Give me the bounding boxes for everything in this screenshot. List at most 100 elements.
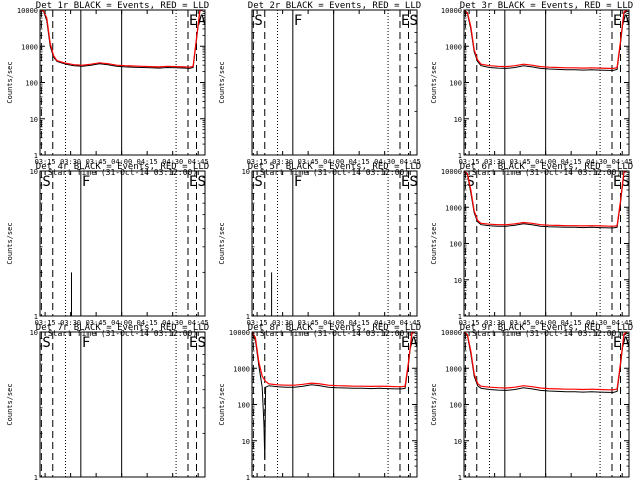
panel-det-3: Det 3r BLACK = Events, RED = LLD Counts/s… (430, 1, 633, 177)
plot-frame (251, 9, 418, 156)
marker-label-s: S (254, 174, 262, 190)
x-tick-label: 04:45 (612, 319, 633, 327)
y-axis-label: Counts/sec (218, 222, 226, 264)
x-tick-label: 03:45 (298, 158, 319, 166)
events-series-line (463, 170, 628, 229)
marker-label-e: E (613, 13, 621, 29)
lld-series-line (463, 9, 628, 70)
lld-series-line (251, 331, 416, 388)
panel-title: Det 1r BLACK = Events, RED = LLD (36, 1, 209, 11)
y-tick-label: 1000 (233, 365, 250, 373)
y-tick-label: 1 (246, 313, 250, 321)
y-axis-label: Counts/sec (6, 61, 14, 103)
y-axis-label: Counts/sec (430, 383, 438, 425)
x-tick-label: 04:00 (323, 319, 344, 327)
marker-label-s: S (197, 174, 205, 190)
x-tick-label: 03:45 (86, 319, 107, 327)
y-axis-label: Counts/sec (430, 61, 438, 103)
y-tick-label: 10 (242, 168, 250, 176)
x-tick-label: 04:00 (323, 158, 344, 166)
y-tick-label: 100 (237, 402, 250, 410)
x-tick-label: 04:15 (137, 158, 158, 166)
panel-title: Det 2r BLACK = Events, RED = LLD (248, 1, 421, 11)
panel-det-7: Det 7r BLACK = Events, RED = LLD Counts/s… (6, 323, 209, 480)
x-tick-label: 03:45 (86, 158, 107, 166)
marker-label-e: E (189, 174, 197, 190)
x-axis-label: Start Time (31-Oct-14 03:12:00) (260, 329, 409, 338)
y-tick-label: 1 (458, 152, 462, 160)
plot-frame (39, 170, 206, 317)
marker-label-s: S (254, 13, 262, 29)
x-tick-label: 03:45 (510, 319, 531, 327)
y-axis-label: Counts/sec (430, 222, 438, 264)
y-tick-label: 1 (34, 152, 38, 160)
x-tick-label: 03:15 (35, 319, 56, 327)
marker-label-f: F (82, 335, 90, 351)
y-tick-label: 10000 (229, 329, 250, 337)
panel-title: Det 5r BLACK = Events, RED = LLD (248, 162, 421, 172)
y-tick-label: 100 (449, 241, 462, 249)
marker-label-a: A (621, 335, 630, 351)
y-tick-label: 100 (25, 80, 38, 88)
y-axis-label: Counts/sec (6, 383, 14, 425)
x-axis-label: Start Time (31-Oct-14 03:12:00) (48, 329, 197, 338)
plot-frame (251, 170, 418, 317)
marker-label-e: E (613, 174, 621, 190)
x-axis-label: Start Time (31-Oct-14 03:12:00) (260, 168, 409, 177)
x-tick-label: 04:00 (111, 158, 132, 166)
plot-frame (251, 331, 418, 478)
panel-title: Det 9r BLACK = Events, RED = LLD (460, 323, 633, 333)
y-axis-label: Counts/sec (218, 61, 226, 103)
x-tick-label: 03:15 (247, 158, 268, 166)
y-axis-label: Counts/sec (6, 222, 14, 264)
x-tick-label: 04:15 (137, 319, 158, 327)
y-tick-label: 10000 (17, 7, 38, 15)
marker-label-f: F (82, 174, 90, 190)
x-tick-label: 04:30 (586, 158, 607, 166)
plot-frame (463, 9, 630, 156)
panel-title: Det 4r BLACK = Events, RED = LLD (36, 162, 209, 172)
x-tick-label: 04:30 (374, 319, 395, 327)
y-tick-label: 1 (34, 474, 38, 480)
panel-det-4: Det 4r BLACK = Events, RED = LLD Counts/s… (6, 162, 209, 338)
y-tick-label: 100 (449, 402, 462, 410)
y-tick-label: 1 (34, 313, 38, 321)
y-tick-label: 1 (458, 474, 462, 480)
y-tick-label: 1 (246, 474, 250, 480)
y-tick-label: 1000 (445, 43, 462, 51)
panel-title: Det 8r BLACK = Events, RED = LLD (248, 323, 421, 333)
x-tick-label: 04:45 (400, 158, 421, 166)
lld-series-line (463, 170, 628, 227)
x-tick-label: 04:00 (535, 158, 556, 166)
x-tick-label: 04:15 (561, 319, 582, 327)
marker-label-s: S (621, 174, 629, 190)
panel-det-9: Det 9r BLACK = Events, RED = LLD Counts/s… (430, 323, 633, 480)
x-tick-label: 04:15 (561, 158, 582, 166)
marker-label-f: F (294, 13, 302, 29)
events-series-line (463, 332, 628, 393)
x-tick-label: 03:30 (272, 319, 293, 327)
y-tick-label: 10 (30, 168, 38, 176)
y-tick-label: 10 (454, 438, 462, 446)
x-tick-label: 03:30 (272, 158, 293, 166)
marker-label-e: E (189, 13, 197, 29)
x-tick-label: 03:15 (459, 319, 480, 327)
y-tick-label: 10 (30, 329, 38, 337)
x-tick-label: 03:15 (247, 319, 268, 327)
x-tick-label: 03:45 (510, 158, 531, 166)
marker-label-s: S (42, 335, 50, 351)
x-tick-label: 04:45 (188, 158, 209, 166)
y-tick-label: 10 (30, 116, 38, 124)
x-tick-label: 04:00 (111, 319, 132, 327)
x-tick-label: 03:15 (35, 158, 56, 166)
marker-label-e: E (613, 335, 621, 351)
marker-label-s: S (409, 13, 417, 29)
x-tick-label: 04:30 (162, 158, 183, 166)
y-tick-label: 1000 (445, 365, 462, 373)
x-tick-label: 04:30 (586, 319, 607, 327)
plot-frame (39, 331, 206, 478)
x-tick-label: 03:30 (484, 158, 505, 166)
marker-label-s: S (197, 335, 205, 351)
y-tick-label: 1000 (445, 204, 462, 212)
